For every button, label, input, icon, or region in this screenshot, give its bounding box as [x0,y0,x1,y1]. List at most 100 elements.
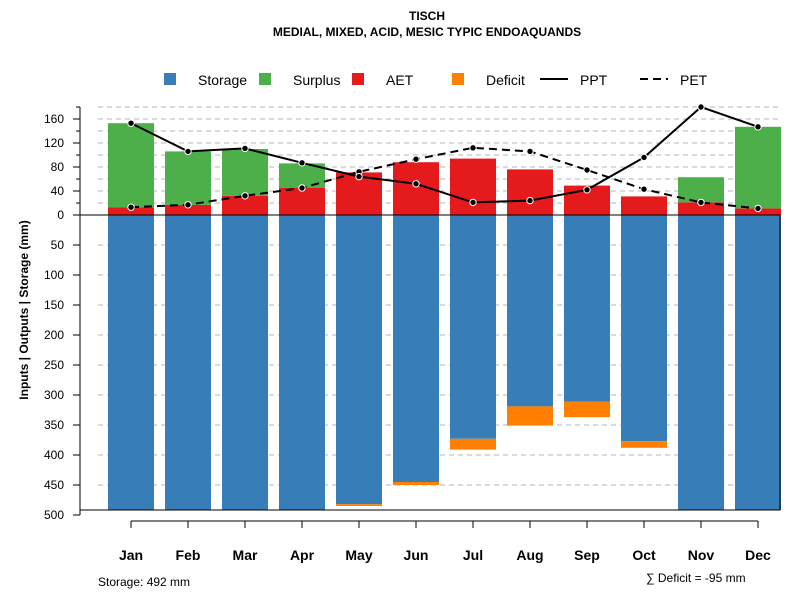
ppt-line-point [697,103,705,111]
legend-swatch-deficit [452,73,464,85]
storage-bar [450,215,496,439]
legend: Storage Surplus AET Deficit PPT PET [164,72,708,88]
ppt-line-point [184,147,192,156]
ppt-line-point [412,180,420,188]
x-tick-label: Apr [290,547,315,563]
y-tick-label: 200 [44,328,64,342]
storage-bar [108,215,154,511]
legend-label-storage: Storage [198,72,247,88]
ppt-line [130,105,759,204]
storage-bar [678,215,724,511]
y-tick-label: 160 [44,112,64,126]
aet-bar [108,207,154,215]
ppt-line-point [640,153,648,162]
ppt-line-point [298,159,306,167]
y-tick-label: 80 [51,160,65,174]
chart-subtitle: MEDIAL, MIXED, ACID, MESIC TYPIC ENDOAQU… [273,25,581,39]
x-tick-label: Jan [119,547,143,563]
ppt-line-point [583,186,591,194]
ppt-line-point [127,119,135,127]
y-tick-label: 40 [51,184,65,198]
pet-line-point [469,144,477,152]
chart-title: TISCH [409,9,445,23]
ppt-line-point [754,123,762,131]
y-tick-label: 120 [44,136,64,150]
storage-bar [564,215,610,402]
pet-line-point [526,147,534,156]
pet-line-point [697,198,705,207]
aet-bar [678,202,724,215]
x-tick-label: Mar [233,547,258,563]
y-tick-label: 50 [51,238,65,252]
pet-line-point [241,192,249,200]
y-tick-label: 350 [44,418,64,432]
storage-bar [735,215,781,511]
deficit-bar [336,504,382,506]
legend-label-deficit: Deficit [486,72,525,88]
x-tick-label: May [345,547,372,563]
ppt-line-point [469,198,477,207]
lines [127,103,762,213]
surplus-bar [108,123,154,208]
deficit-bar [393,482,439,485]
y-tick-label: 450 [44,478,64,492]
x-tick-label: Oct [632,547,656,563]
y-tick-label: 400 [44,448,64,462]
legend-swatch-aet [352,73,364,85]
ppt-line-point [241,144,249,153]
x-tick-label: Jul [463,547,483,563]
storage-bar [222,215,268,511]
deficit-bar [621,441,667,448]
bars [108,123,781,511]
y-tick-label: 250 [44,358,64,372]
legend-label-aet: AET [386,72,414,88]
storage-bar [507,215,553,407]
surplus-bar [735,126,781,209]
legend-label-pet: PET [680,72,708,88]
surplus-bar [222,149,268,196]
aet-bar [450,158,496,215]
deficit-bar [450,438,496,450]
y-axis-label: Inputs | Outputs | Storage (mm) [17,220,31,399]
pet-line-point [127,203,135,211]
pet-line-point [583,166,591,174]
y-tick-label: 300 [44,388,64,402]
pet-line-point [412,155,420,163]
pet-line-point [184,201,192,209]
x-tick-label: Nov [688,547,715,563]
pet-line [130,146,759,210]
y-tick-label: 0 [57,208,64,222]
storage-bar [336,215,382,505]
pet-line-point [640,185,648,193]
x-tick-label: Feb [176,547,201,563]
ppt-line-point [355,172,363,181]
aet-bar [279,188,325,215]
x-tick-label: Dec [745,547,771,563]
x-tick-label: Sep [574,547,600,563]
storage-bar [279,215,325,511]
surplus-bar [165,151,211,205]
legend-label-ppt: PPT [580,72,608,88]
deficit-bar [507,406,553,426]
y-tick-label: 150 [44,298,64,312]
pet-line-point [298,184,306,192]
ppt-line-point [526,196,534,205]
x-tick-label: Aug [516,547,543,563]
legend-label-surplus: Surplus [293,72,340,88]
aet-bar [507,169,553,215]
aet-bar [621,196,667,215]
storage-note: Storage: 492 mm [98,575,190,589]
y-tick-label: 100 [44,268,64,282]
pet-line-point [754,204,762,213]
aet-bar [165,204,211,215]
deficit-bar [564,401,610,418]
y-tick-label: 500 [44,508,64,522]
surplus-bar [678,177,724,203]
storage-bar [165,215,211,511]
storage-bar [621,215,667,442]
axes: 0 40 80 120 160 50 100 150 200 250 300 350 400 450 500… [44,106,781,563]
aet-bar [222,195,268,215]
deficit-note: ∑ Deficit = -95 mm [646,571,746,585]
legend-swatch-surplus [259,73,271,85]
x-tick-label: Jun [404,547,429,563]
